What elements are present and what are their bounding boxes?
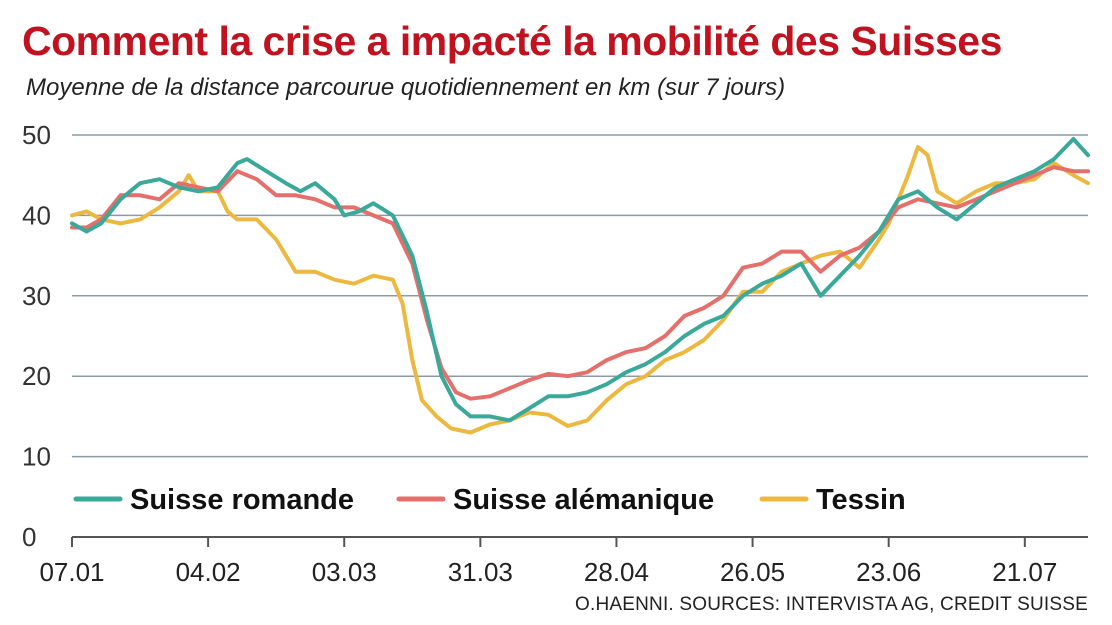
x-tick-label: 31.03 [448, 557, 513, 587]
y-tick-label: 20 [22, 361, 51, 391]
x-tick-label: 23.06 [856, 557, 921, 587]
x-tick-label: 04.02 [176, 557, 241, 587]
legend-label: Suisse romande [130, 484, 354, 516]
series-line-tessin [70, 145, 1090, 435]
x-tick-label: 28.04 [584, 557, 649, 587]
chart-subtitle: Moyenne de la distance parcourue quotidi… [26, 74, 786, 101]
legend-label: Tessin [816, 484, 906, 516]
source-credit: O.HAENNI. SOURCES: INTERVISTA AG, CREDIT… [574, 594, 1088, 615]
x-tick-label: 21.07 [992, 557, 1057, 587]
legend-label: Suisse alémanique [453, 484, 714, 516]
y-tick-label: 30 [22, 281, 51, 311]
y-axis: 0 10 20 30 40 50 [22, 120, 51, 552]
x-tick-label: 07.01 [39, 557, 104, 587]
grid-lines [72, 134, 1088, 538]
legend: Suisse romande Suisse alémanique Tessin [70, 475, 920, 523]
y-tick-label: 40 [22, 200, 51, 230]
x-tick-label: 26.05 [720, 557, 785, 587]
y-tick-label: 10 [22, 442, 51, 472]
series-line-suisse-romande [70, 137, 1090, 423]
series-lines [70, 137, 1090, 435]
series-line-suisse-al-manique [70, 165, 1090, 401]
chart-title: Comment la crise a impacté la mobilité d… [22, 18, 1002, 64]
x-axis: 07.01 04.02 03.03 31.03 28.04 26.05 23.06 21.07 [39, 537, 1057, 587]
x-tick-label: 03.03 [312, 557, 377, 587]
y-tick-label: 50 [22, 120, 51, 150]
y-tick-label: 0 [22, 522, 36, 552]
